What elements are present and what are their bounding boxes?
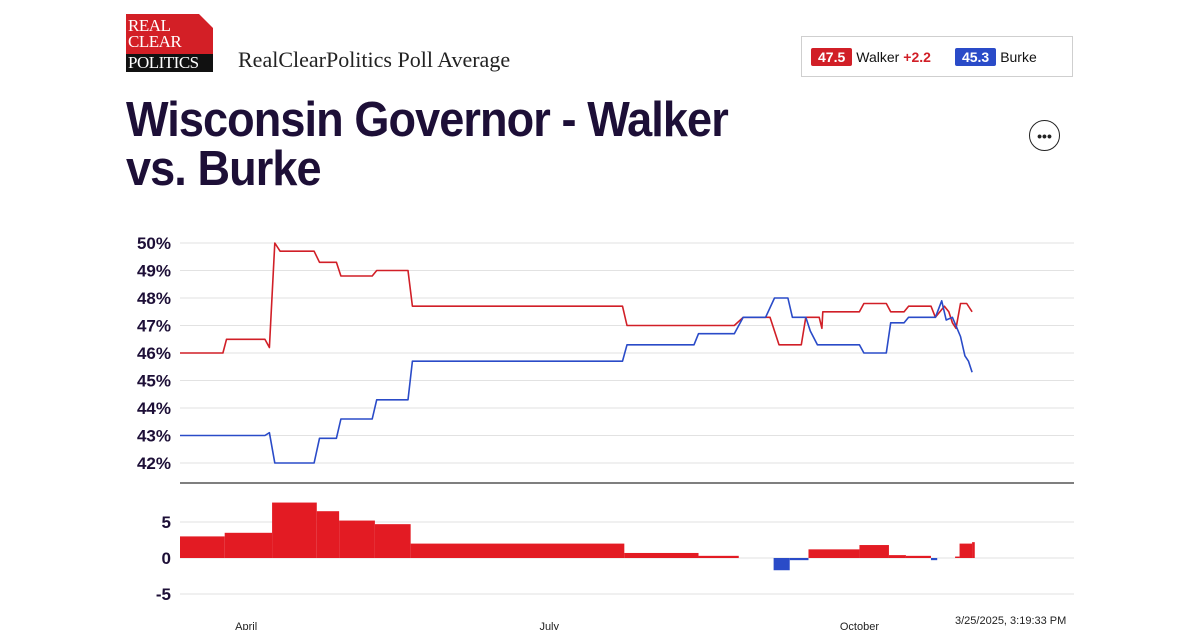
spread-bar bbox=[808, 549, 860, 558]
spread-bar bbox=[959, 543, 973, 558]
spread-bar bbox=[859, 545, 889, 558]
spread-bar bbox=[972, 542, 975, 558]
bar-y-tick-label: -5 bbox=[156, 585, 171, 604]
spread-bar bbox=[624, 552, 699, 558]
y-tick-label: 43% bbox=[137, 427, 171, 446]
spread-bar bbox=[955, 556, 960, 558]
spread-bar bbox=[374, 524, 411, 558]
page-subtitle: RealClearPolitics Poll Average bbox=[238, 47, 511, 72]
candidate-legend: 47.5 Walker +2.2 45.3 Burke bbox=[801, 36, 1073, 77]
bar-y-tick-label: 0 bbox=[162, 549, 171, 568]
y-tick-label: 45% bbox=[137, 372, 171, 391]
x-axis-labels: April July October bbox=[235, 621, 879, 630]
logo-line-2: CLEAR bbox=[128, 32, 182, 51]
y-tick-label: 44% bbox=[137, 399, 171, 418]
ellipsis-icon: ••• bbox=[1037, 127, 1052, 144]
y-tick-label: 46% bbox=[137, 344, 171, 363]
y-tick-label: 48% bbox=[137, 289, 171, 308]
page-title: Wisconsin Governor - Walker vs. Burke bbox=[126, 93, 729, 196]
bar-y-tick-label: 5 bbox=[162, 513, 171, 532]
walker-name: Walker bbox=[856, 48, 900, 65]
spread-bar bbox=[789, 558, 809, 561]
spread-bar bbox=[773, 558, 790, 571]
burke-value-badge: 45.3 bbox=[954, 47, 997, 66]
spread-bar bbox=[930, 558, 938, 561]
rcp-logo[interactable]: REAL CLEAR POLITICS bbox=[126, 14, 213, 72]
walker-value-badge: 47.5 bbox=[811, 47, 853, 66]
walker-spread: +2.2 bbox=[903, 48, 931, 65]
spread-bar bbox=[339, 520, 375, 558]
line-chart-series bbox=[180, 242, 973, 464]
logo-line-3: POLITICS bbox=[126, 54, 213, 72]
spread-bar bbox=[316, 511, 340, 558]
spread-bar bbox=[410, 543, 625, 558]
line-chart-grid bbox=[180, 242, 1074, 464]
y-tick-label: 49% bbox=[137, 262, 171, 281]
x-tick-label: October bbox=[840, 621, 879, 630]
spread-bar bbox=[272, 502, 317, 558]
spread-bar bbox=[905, 555, 931, 558]
timestamp: 3/25/2025, 3:19:33 PM bbox=[955, 615, 1067, 627]
spread-bar bbox=[698, 555, 739, 558]
logo-line-1: REAL bbox=[128, 16, 171, 35]
burke-name: Burke bbox=[1000, 48, 1037, 65]
series-line-burke bbox=[180, 297, 973, 464]
logo-corner-fold bbox=[199, 14, 213, 28]
y-tick-label: 42% bbox=[137, 454, 171, 473]
spread-bar bbox=[888, 555, 906, 558]
more-options-button[interactable]: ••• bbox=[1029, 120, 1060, 151]
spread-bar bbox=[224, 532, 273, 558]
y-tick-label: 50% bbox=[137, 234, 171, 253]
y-tick-label: 47% bbox=[137, 317, 171, 336]
x-tick-label: July bbox=[539, 621, 559, 630]
line-chart-y-labels: 50% 49% 48% 47% 46% 45% 44% 43% 42% bbox=[137, 234, 171, 473]
x-tick-label: April bbox=[235, 621, 257, 630]
series-line-walker bbox=[180, 242, 973, 354]
spread-bar bbox=[180, 536, 225, 558]
spread-bars bbox=[180, 502, 975, 571]
bar-chart-y-labels: 5 0 -5 bbox=[156, 513, 171, 604]
